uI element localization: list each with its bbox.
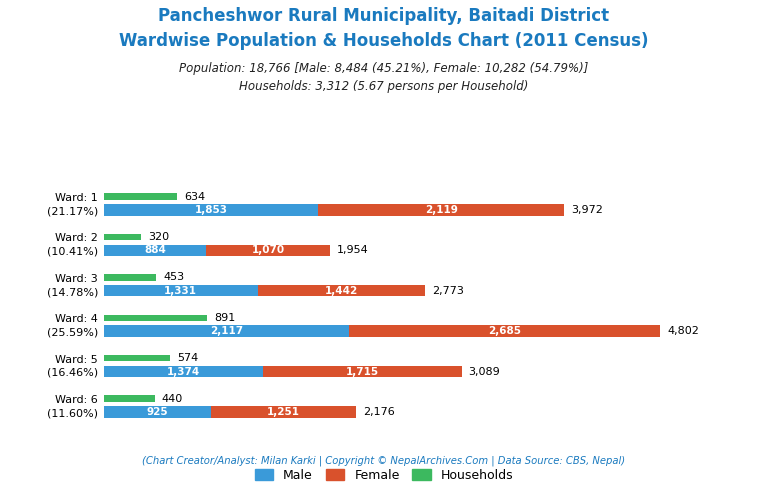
Bar xyxy=(104,366,263,377)
Text: 3,089: 3,089 xyxy=(468,366,501,377)
Text: 2,685: 2,685 xyxy=(488,326,521,336)
Text: 891: 891 xyxy=(214,313,235,323)
Bar xyxy=(104,234,141,240)
Text: Households: 3,312 (5.67 persons per Household): Households: 3,312 (5.67 persons per Hous… xyxy=(240,80,528,93)
Text: 2,176: 2,176 xyxy=(362,407,395,417)
Text: 1,954: 1,954 xyxy=(337,246,369,255)
Bar xyxy=(104,274,156,281)
Bar xyxy=(211,406,356,418)
Bar xyxy=(104,325,349,337)
Bar xyxy=(319,204,564,215)
Text: 2,117: 2,117 xyxy=(210,326,243,336)
Text: (Chart Creator/Analyst: Milan Karki | Copyright © NepalArchives.Com | Data Sourc: (Chart Creator/Analyst: Milan Karki | Co… xyxy=(142,456,626,466)
Bar xyxy=(104,395,154,402)
Text: 1,715: 1,715 xyxy=(346,366,379,377)
Text: 440: 440 xyxy=(161,393,183,404)
Bar xyxy=(263,366,462,377)
Text: 320: 320 xyxy=(147,232,169,242)
Bar xyxy=(104,245,206,256)
Text: 1,853: 1,853 xyxy=(194,205,227,215)
Text: 4,802: 4,802 xyxy=(667,326,699,336)
Text: 884: 884 xyxy=(144,246,166,255)
Bar xyxy=(104,204,319,215)
Bar xyxy=(104,193,177,200)
Bar xyxy=(104,406,211,418)
Text: 3,972: 3,972 xyxy=(571,205,603,215)
Text: 634: 634 xyxy=(184,192,205,202)
Text: 2,773: 2,773 xyxy=(432,286,464,296)
Text: 453: 453 xyxy=(163,272,184,282)
Text: 574: 574 xyxy=(177,353,198,363)
Bar xyxy=(349,325,660,337)
Bar xyxy=(206,245,330,256)
Bar xyxy=(104,285,258,296)
Text: Wardwise Population & Households Chart (2011 Census): Wardwise Population & Households Chart (… xyxy=(119,32,649,50)
Text: 2,119: 2,119 xyxy=(425,205,458,215)
Bar xyxy=(104,315,207,321)
Text: 1,331: 1,331 xyxy=(164,286,197,296)
Text: 925: 925 xyxy=(147,407,168,417)
Text: Population: 18,766 [Male: 8,484 (45.21%), Female: 10,282 (54.79%)]: Population: 18,766 [Male: 8,484 (45.21%)… xyxy=(179,62,589,74)
Text: Pancheshwor Rural Municipality, Baitadi District: Pancheshwor Rural Municipality, Baitadi … xyxy=(158,7,610,26)
Text: 1,442: 1,442 xyxy=(325,286,358,296)
Text: 1,070: 1,070 xyxy=(252,246,285,255)
Text: 1,251: 1,251 xyxy=(267,407,300,417)
Bar xyxy=(258,285,425,296)
Text: 1,374: 1,374 xyxy=(167,366,200,377)
Bar xyxy=(104,355,170,361)
Legend: Male, Female, Households: Male, Female, Households xyxy=(250,464,518,487)
